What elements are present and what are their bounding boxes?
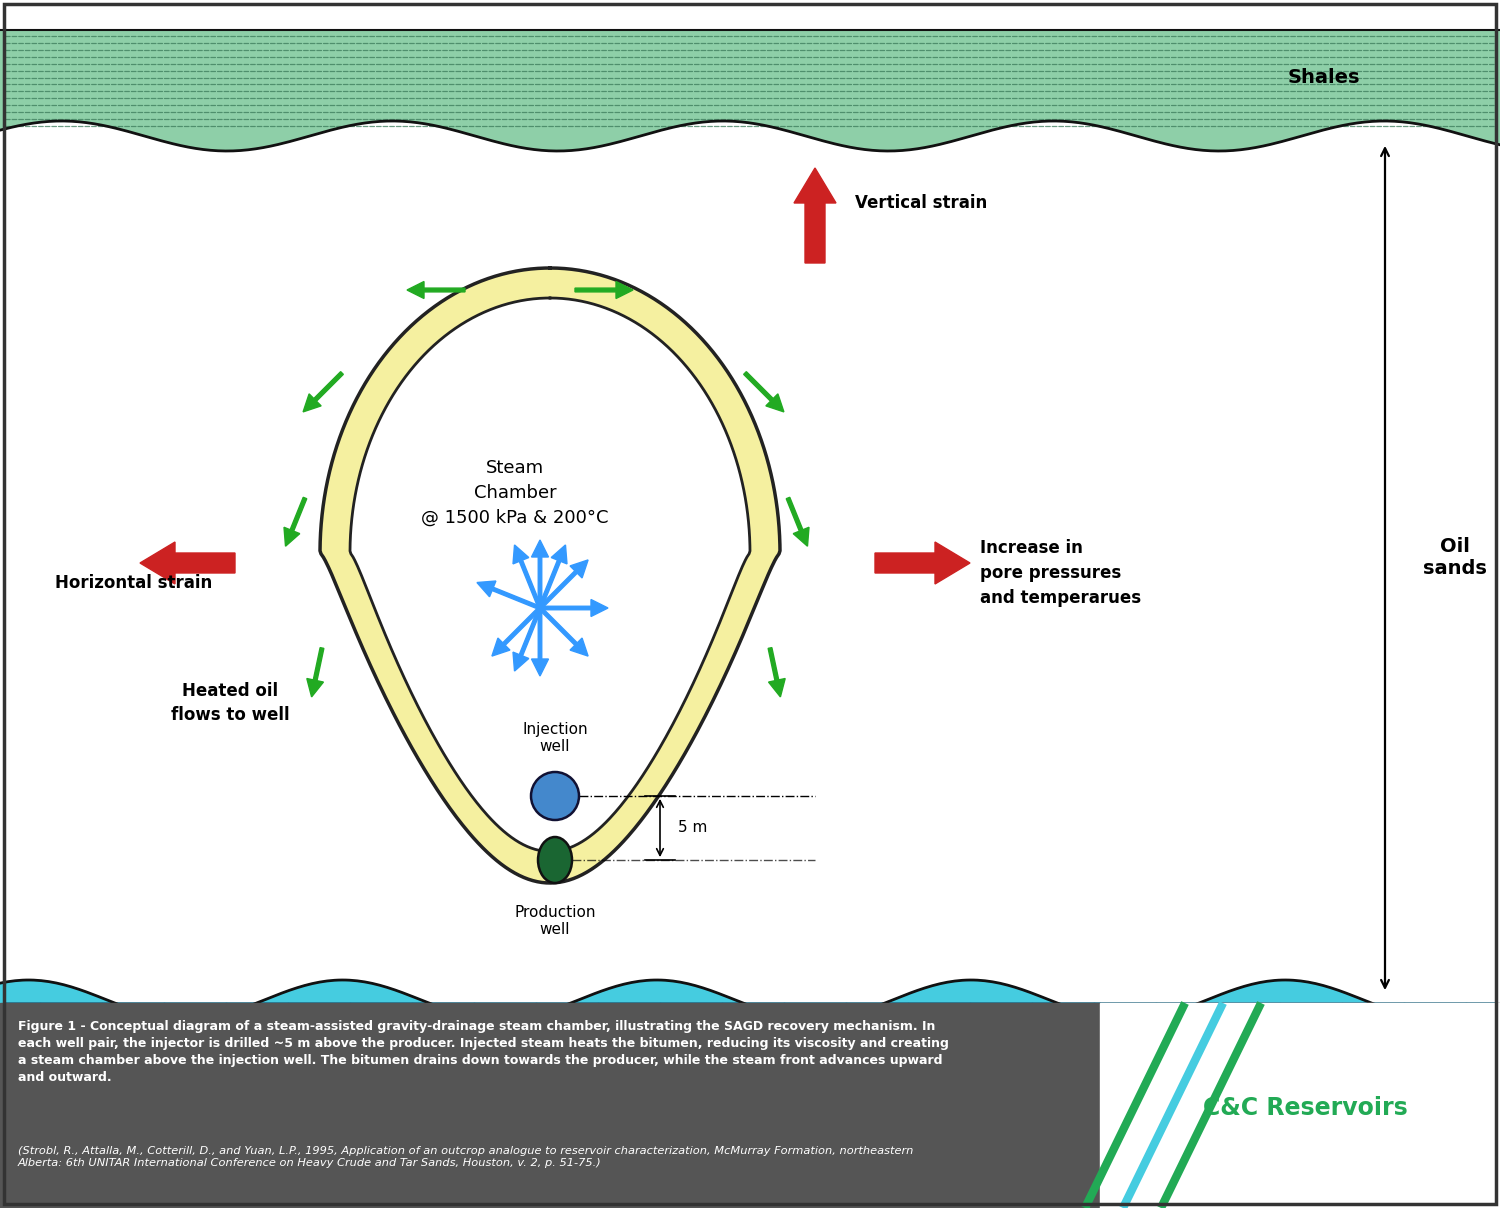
Text: Figure 1 - Conceptual diagram of a steam-assisted gravity-drainage steam chamber: Figure 1 - Conceptual diagram of a steam… [18,1020,950,1084]
FancyArrow shape [308,647,324,697]
FancyArrow shape [538,606,588,656]
FancyArrow shape [513,545,542,609]
Text: Production
well: Production well [514,905,596,937]
FancyArrow shape [303,372,344,412]
FancyArrow shape [538,561,588,609]
Bar [0,1003,1500,1208]
Polygon shape [320,268,780,883]
Text: Steam
Chamber
@ 1500 kPa & 200°C: Steam Chamber @ 1500 kPa & 200°C [422,459,609,527]
FancyArrow shape [477,581,540,610]
FancyArrow shape [538,545,567,609]
FancyArrow shape [140,542,236,583]
FancyArrow shape [786,498,808,546]
FancyArrow shape [531,608,549,676]
Text: Limestone: Limestone [1245,1063,1360,1082]
FancyArrow shape [768,647,784,697]
FancyArrow shape [284,498,308,546]
Polygon shape [350,298,750,852]
FancyArrow shape [574,281,633,298]
Text: Heated oil
flows to well: Heated oil flows to well [171,681,290,725]
FancyArrow shape [406,281,465,298]
FancyArrow shape [531,540,549,608]
Polygon shape [0,30,1500,151]
FancyArrow shape [492,606,542,656]
FancyArrow shape [874,542,971,583]
FancyArrow shape [794,168,836,263]
FancyArrow shape [744,372,784,412]
Text: 5 m: 5 m [678,820,708,836]
Text: Injection
well: Injection well [522,721,588,754]
Text: C&C Reservoirs: C&C Reservoirs [1203,1096,1407,1120]
Circle shape [531,772,579,820]
Text: Oil
sands: Oil sands [1424,538,1486,579]
FancyArrow shape [513,608,542,672]
Text: Shales: Shales [1287,69,1360,87]
Text: (Strobl, R., Attalla, M., Cotterill, D., and Yuan, L.P., 1995, Application of an: (Strobl, R., Attalla, M., Cotterill, D.,… [18,1146,914,1168]
Text: Vertical strain: Vertical strain [855,194,987,211]
Ellipse shape [538,837,572,883]
Text: Increase in
pore pressures
and temperarues: Increase in pore pressures and temperaru… [980,539,1142,606]
Bar [1100,1003,1500,1208]
Polygon shape [0,980,1500,1103]
Text: Horizontal strain: Horizontal strain [56,574,213,592]
FancyArrow shape [540,599,608,616]
